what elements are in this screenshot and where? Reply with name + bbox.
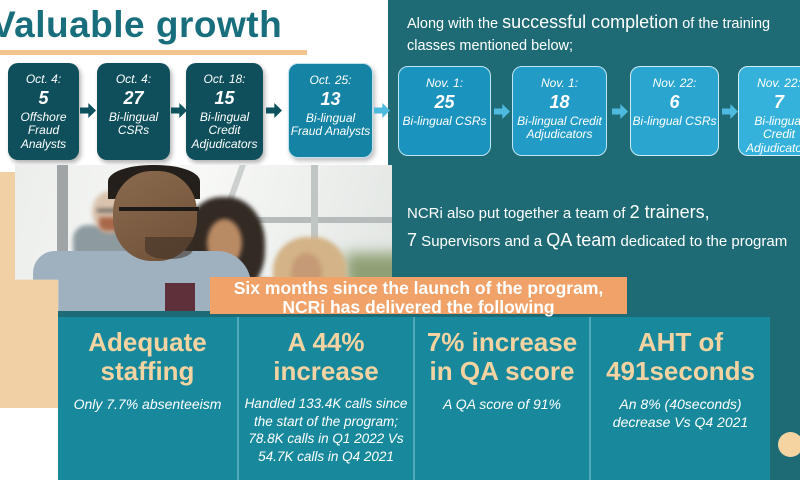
timeline-box-nov1-csrs: Nov. 1: 25 Bi-lingual CSRs (398, 66, 491, 156)
team-note-text: Supervisors and a (417, 232, 547, 250)
timeline-role: Bi-lingual CSRs (402, 114, 487, 128)
timeline-count: 25 (434, 92, 455, 112)
tan-dot-decoration (778, 432, 800, 457)
stat-title: 7% increase in QA score (426, 327, 578, 387)
team-note-line2: 7 Supervisors and a QA team dedicated to… (407, 227, 799, 255)
timeline-count: 7 (773, 92, 784, 112)
program-banner: Six months since the launch of the progr… (210, 277, 627, 316)
stat-detail: A QA score of 91% (442, 396, 561, 413)
timeline-role: Bi-lingual Credit Adjudicators (517, 114, 602, 142)
team-note-emphasis: 7 (407, 229, 418, 250)
title-underline (0, 50, 307, 55)
timeline-role: Bi-lingual Fraud Analysts (290, 111, 371, 139)
photo-person-background (97, 209, 125, 212)
team-note-text: dedicated to the program (616, 232, 788, 250)
timeline-role: Offshore Fraud Analysts (20, 110, 67, 151)
timeline-count: 15 (214, 88, 235, 108)
stat-title: AHT of 491seconds (606, 327, 755, 387)
window-frame (57, 165, 68, 312)
timeline-box-nov22-adjudicators: Nov. 22: 7 Bi-lingual Credit Adjudicator… (738, 66, 800, 156)
window-frame (165, 217, 392, 223)
timeline-count: 13 (320, 89, 341, 109)
timeline-date: Nov. 1: (425, 76, 464, 90)
timeline-date: Nov. 22: (757, 76, 800, 90)
timeline-date: Oct. 4: (25, 72, 62, 86)
team-note-emphasis: QA team (546, 229, 617, 250)
stat-detail: An 8% (40seconds) decrease Vs Q4 2021 (612, 396, 749, 431)
timeline-role: Bi-lingual Credit Adjudicators (191, 110, 258, 151)
timeline-box-oct4-offshore: Oct. 4: 5 Offshore Fraud Analysts (8, 63, 79, 160)
timeline-role: Bi-lingual Credit Adjudicators (745, 114, 800, 155)
timeline-count: 6 (669, 92, 680, 112)
arrow-right-icon (80, 103, 96, 118)
timeline-box-oct4-csrs: Oct. 4: 27 Bi-lingual CSRs (97, 63, 170, 160)
timeline-date: Nov. 22: (652, 76, 697, 90)
stats-panel: Adequate staffing Only 7.7% absenteeism … (58, 317, 770, 480)
timeline-date: Oct. 4: (115, 72, 152, 86)
team-note-text: NCRi also put together a team of (407, 205, 630, 222)
stat-detail: Only 7.7% absenteeism (73, 396, 222, 413)
arrow-right-icon (266, 103, 282, 118)
timeline-role: Bi-lingual CSRs (108, 110, 159, 138)
stat-title: Adequate staffing (88, 327, 207, 387)
stat-card-staffing: Adequate staffing Only 7.7% absenteeism (58, 317, 237, 480)
timeline-date: Oct. 25: (309, 73, 352, 87)
timeline-count: 5 (38, 88, 49, 108)
intro-text: Along with the successful completion of … (407, 9, 785, 58)
page-title: Valuable growth (0, 4, 283, 45)
photo-person-foreground (145, 237, 193, 259)
stat-card-qa-score: 7% increase in QA score A QA score of 91… (413, 317, 589, 480)
intro-post: of the training classes mentioned below; (407, 16, 771, 54)
photo-person-foreground (119, 207, 199, 211)
timeline-box-nov1-adjudicators: Nov. 1: 18 Bi-lingual Credit Adjudicator… (512, 66, 607, 156)
intro-emphasis: successful completion (502, 12, 679, 32)
arrow-right-icon (171, 103, 187, 118)
timeline-role: Bi-lingual CSRs (632, 114, 717, 128)
intro-pre: Along with the (407, 16, 503, 32)
team-note: NCRi also put together a team of 2 train… (407, 199, 799, 255)
photo-person-foreground (165, 283, 195, 312)
timeline-count: 27 (123, 88, 144, 108)
timeline-box-oct25-fraud: Oct. 25: 13 Bi-lingual Fraud Analysts (288, 63, 373, 158)
team-note-emphasis: 2 trainers, (629, 202, 710, 222)
timeline-date: Nov. 1: (540, 76, 579, 90)
timeline-box-oct18-adjudicators: Oct. 18: 15 Bi-lingual Credit Adjudicato… (186, 63, 263, 160)
stat-card-calls-increase: A 44% increase Handled 133.4K calls sinc… (237, 317, 413, 480)
timeline-box-nov22-csrs: Nov. 22: 6 Bi-lingual CSRs (630, 66, 719, 156)
stat-detail: Handled 133.4K calls since the start of … (244, 396, 408, 464)
timeline-count: 18 (549, 92, 570, 112)
stat-card-aht: AHT of 491seconds An 8% (40seconds) decr… (589, 317, 770, 480)
stat-title: A 44% increase (273, 327, 379, 387)
team-note-line1: NCRi also put together a team of 2 train… (407, 199, 799, 227)
divider-strip (58, 311, 770, 317)
timeline-date: Oct. 18: (203, 72, 246, 86)
